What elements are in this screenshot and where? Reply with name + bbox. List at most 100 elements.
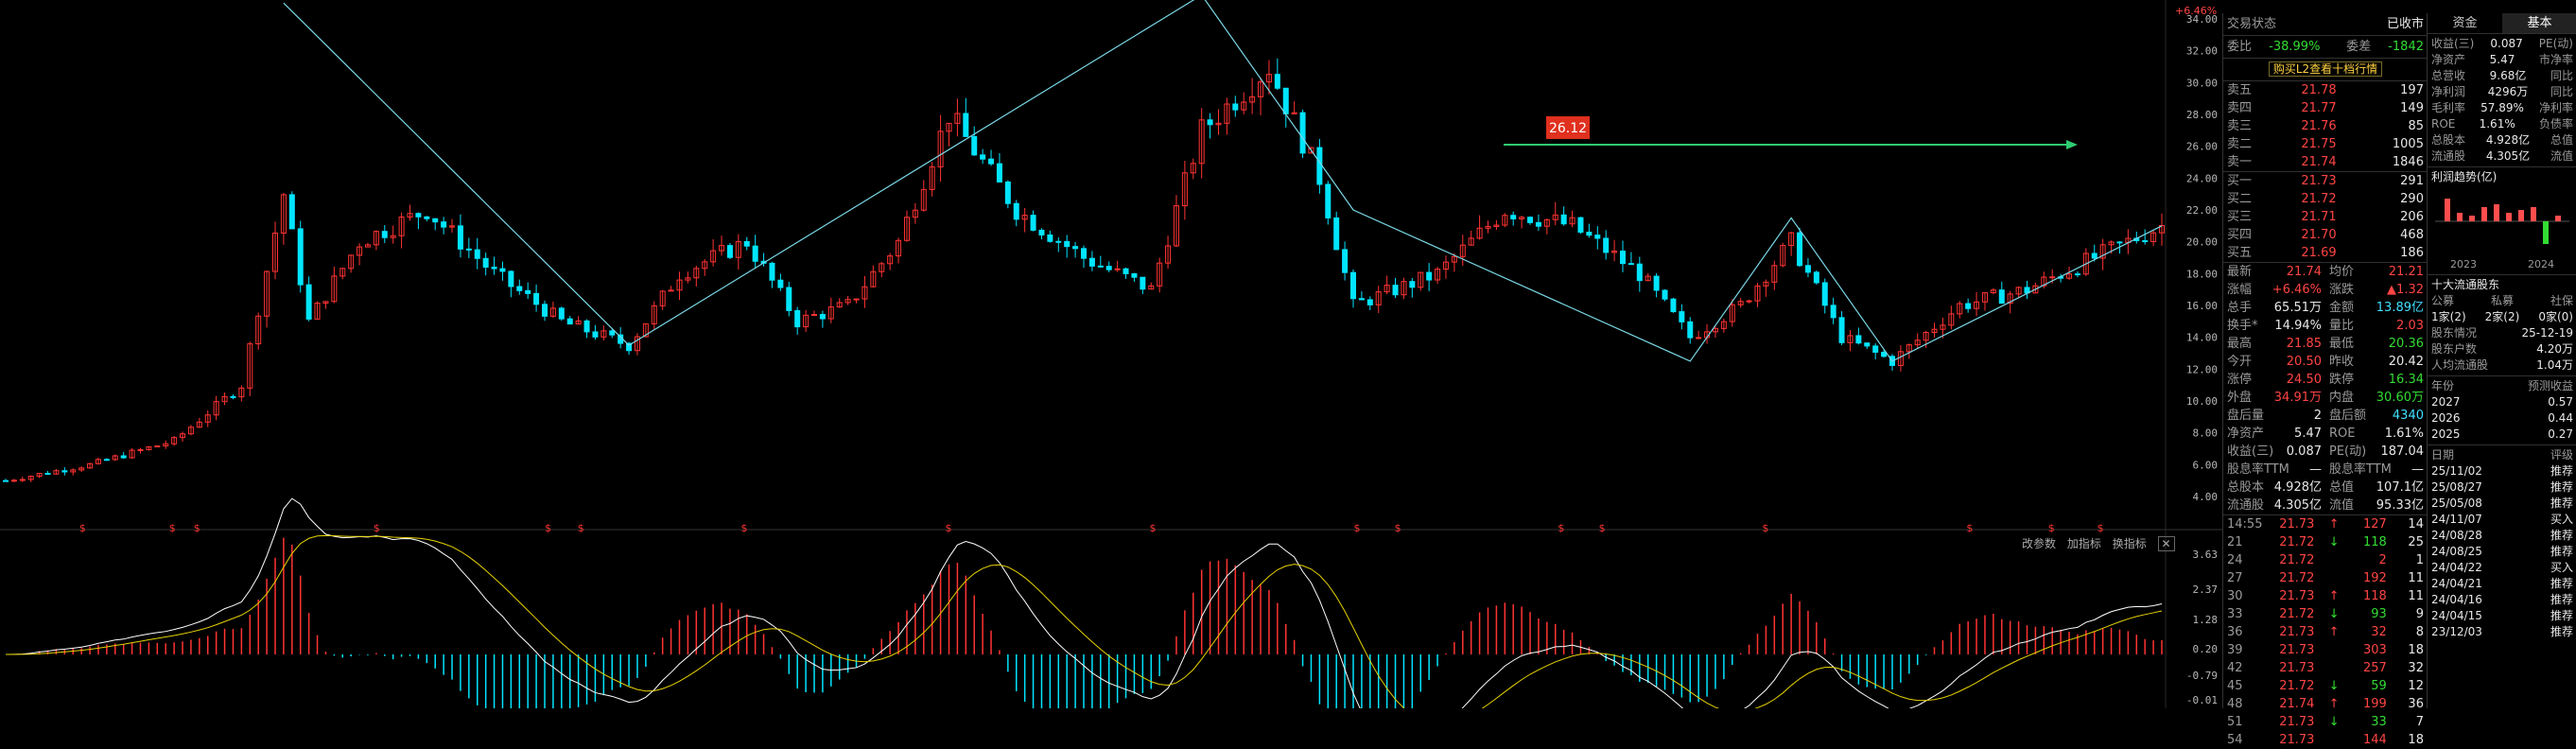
signal-mark: $ [578, 522, 584, 534]
tick-time: 51 [2227, 715, 2243, 729]
quote-cell: 外盘 34.91万 [2227, 389, 2322, 407]
sell-order-row: 卖五 21.78 197 [2227, 81, 2424, 99]
price-axis-label: 4.00 [2193, 491, 2219, 503]
tick-row: 33 21.72 ↓ 93 9 [2227, 605, 2424, 623]
quote-details: 最新 21.74 均价 21.21 涨幅 +6.46% 涨跌 ▲1.32 总手 65.51万 金额 1… [2223, 262, 2428, 514]
candle-body [1215, 122, 1222, 126]
kline-chart-svg[interactable]: 34.00 32.00 30.00 28.00 26.00 24.00 22.00 20.00… [0, 0, 2222, 708]
order-price: 21.72 [2301, 192, 2337, 206]
tick-count: 11 [2408, 589, 2424, 603]
candle-body [1620, 251, 1626, 265]
finance-label: 流通股 [2431, 149, 2466, 163]
rating-value: 推荐 [2550, 496, 2573, 510]
candle-body [1881, 351, 1888, 357]
candle-body [95, 459, 101, 464]
switch-indicator-button[interactable]: 换指标 [2112, 537, 2147, 550]
candle-body [1712, 327, 1718, 333]
candle-body [836, 302, 843, 308]
holder-row: 人均流通股 1.04万 [2431, 357, 2573, 374]
candle-body [1821, 282, 1828, 306]
quote-row: 总股本 4.928亿 总值 107.1亿 [2227, 479, 2424, 496]
candle-body [1308, 147, 1314, 154]
tick-price: 21.74 [2279, 697, 2315, 711]
tick-price: 21.72 [2279, 535, 2315, 549]
edit-params-button[interactable]: 改参数 [2022, 537, 2057, 550]
order-price: 21.76 [2301, 119, 2337, 133]
profit-bar [2445, 199, 2450, 221]
rating-date: 25/11/02 [2431, 464, 2482, 478]
candle-body [1325, 183, 1332, 218]
candle-body [2007, 293, 2013, 305]
candle-body [693, 268, 700, 279]
candle-body [566, 318, 573, 325]
candle-body [491, 266, 497, 270]
quote-label: 最新 [2227, 265, 2253, 279]
candle-body [331, 275, 338, 303]
quote-value: 24.50 [2286, 373, 2322, 387]
level2-link[interactable]: 购买L2查看十档行情 [2268, 61, 2383, 77]
candle-body [1198, 119, 1205, 165]
candle-body [980, 154, 986, 160]
tick-row: 42 21.73 257 32 [2227, 659, 2424, 677]
price-axis-label: 8.00 [2193, 427, 2219, 440]
order-volume: 206 [2400, 210, 2424, 224]
quote-value: 4.928亿 [2273, 480, 2322, 495]
signal-mark: $ [545, 522, 551, 534]
candle-body [398, 216, 405, 236]
holder-tab[interactable]: 社保 [2550, 294, 2573, 307]
tab-capital[interactable]: 资金 [2452, 16, 2478, 30]
quote-row: 收益(三) 0.087 PE(动) 187.04 [2227, 443, 2424, 461]
macd-axis-label: -0.01 [2186, 694, 2218, 706]
order-price: 21.71 [2301, 210, 2337, 224]
price-axis-label: 10.00 [2186, 395, 2218, 408]
macd-axis-label: 2.37 [2193, 584, 2219, 596]
candle-body [1468, 237, 1474, 246]
quote-label: PE(动) [2329, 444, 2367, 459]
tick-row: 30 21.73 ↑ 118 11 [2227, 587, 2424, 605]
buy-order-row: 买二 21.72 290 [2227, 190, 2424, 208]
candle-body [1502, 215, 1508, 226]
candle-body [1527, 217, 1534, 223]
tab-basic[interactable]: 基本 [2502, 13, 2576, 33]
signal-mark: $ [1558, 522, 1564, 534]
quote-value: 1.61% [2384, 427, 2424, 441]
candle-body [1627, 263, 1634, 266]
holder-tab[interactable]: 私募 [2490, 294, 2514, 307]
order-volume: 149 [2400, 101, 2424, 115]
candle-body [61, 470, 68, 473]
candle-body [954, 113, 961, 124]
candle-body [920, 188, 927, 211]
rating-rows[interactable]: 25/11/02 推荐 25/08/27 推荐 25/05/08 推荐 24/11/07 买入… [2431, 463, 2573, 640]
candle-body [1451, 255, 1457, 263]
price-axis-label: 32.00 [2186, 45, 2218, 58]
candle-body [1974, 301, 1980, 309]
close-icon[interactable]: ✕ [2157, 536, 2175, 551]
quote-value: 34.91万 [2273, 391, 2322, 405]
candle-body [373, 231, 379, 246]
candle-body [1088, 257, 1095, 267]
signal-mark: $ [2097, 522, 2104, 534]
tick-price: 21.72 [2279, 571, 2315, 585]
quote-row: 最新 21.74 均价 21.21 [2227, 263, 2424, 281]
candle-body [1855, 335, 1862, 344]
holder-tab[interactable]: 公募 [2431, 294, 2455, 307]
candle-body [1435, 269, 1441, 281]
profit-bar [2481, 207, 2487, 221]
tick-list[interactable]: 14:55 21.73 ↑ 127 14 21 21.72 ↓ 118 25 24 21.72 2 1 27… [2223, 514, 2428, 749]
holder-tabs: 公募 私募 社保 [2431, 293, 2573, 309]
order-level-label: 卖一 [2227, 155, 2253, 169]
quote-cell: 涨幅 +6.46% [2227, 281, 2322, 299]
tick-volume: 33 [2371, 715, 2387, 729]
price-axis-label: 14.00 [2186, 332, 2218, 344]
sell-order-row: 卖三 21.76 85 [2227, 117, 2424, 135]
kline-chart-area[interactable]: 34.00 32.00 30.00 28.00 26.00 24.00 22.00 20.00… [0, 0, 2222, 708]
quote-label: 今开 [2227, 355, 2253, 369]
tick-count: 25 [2408, 535, 2424, 549]
order-level-label: 卖三 [2227, 119, 2253, 133]
quote-row: 今开 20.50 昨收 20.42 [2227, 353, 2424, 371]
add-indicator-button[interactable]: 加指标 [2066, 537, 2101, 550]
candle-body [903, 217, 910, 241]
candle-body [971, 135, 978, 156]
candle-body [1594, 235, 1601, 239]
forecast-eps: 0.44 [2548, 411, 2573, 425]
